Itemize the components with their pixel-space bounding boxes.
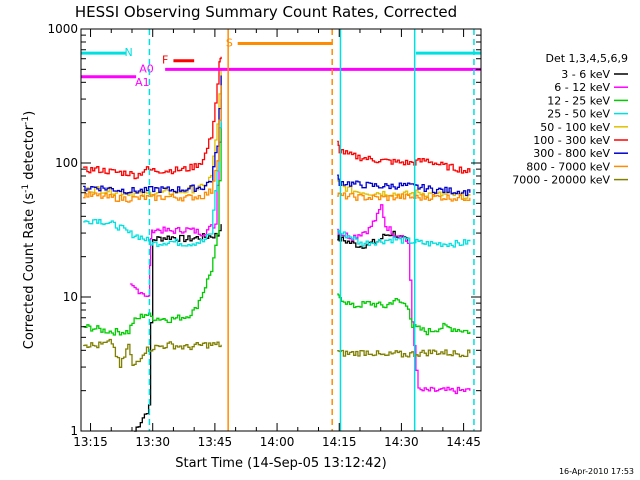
y-tick-label: 10 [63, 290, 78, 304]
axes: 13:15 13:30 13:45 14:00 14:15 14:30 14:45 1 10 10… [47, 22, 481, 449]
legend-entry-4: 25 - 50 keV [547, 108, 610, 121]
state-label-n: N [125, 46, 133, 59]
series-line-3 [337, 293, 471, 336]
legend-entry-8: 800 - 7000 keV [526, 160, 610, 173]
chart-title: HESSI Observing Summary Count Rates, Cor… [75, 3, 457, 21]
state-transition-lines [148, 29, 475, 431]
legend-entry-5: 50 - 100 keV [540, 121, 610, 134]
x-tick-label: 14:00 [260, 435, 295, 449]
y-tick-label: 1000 [47, 22, 78, 36]
series-line-7 [337, 174, 471, 197]
series-line-8 [337, 192, 471, 202]
series-line-9 [337, 349, 471, 358]
footer-date: 16-Apr-2010 17:53 [559, 467, 634, 476]
series-line-6 [337, 140, 471, 174]
y-axis-label: Corrected Count Rate (s-1 detector-1) [21, 111, 37, 349]
state-label-a1: A1 [135, 76, 150, 89]
series-layer [83, 56, 471, 432]
legend-entry-9: 7000 - 20000 keV [512, 174, 610, 187]
series-line-4 [337, 229, 471, 248]
x-tick-label: 13:45 [198, 435, 233, 449]
y-tick-label: 100 [55, 156, 78, 170]
state-label-s: S [226, 36, 233, 49]
series-line-1 [337, 230, 409, 249]
x-tick-label: 13:30 [135, 435, 170, 449]
series-line-1 [134, 224, 222, 432]
x-tick-label: 13:15 [73, 435, 108, 449]
series-line-2 [129, 99, 222, 297]
legend-entry-3: 12 - 25 keV [547, 94, 610, 107]
x-axis-label: Start Time (14-Sep-05 13:12:42) [175, 456, 386, 471]
series-line-9 [83, 338, 222, 368]
x-tick-label: 14:45 [446, 435, 481, 449]
legend-entry-6: 100 - 300 keV [533, 134, 610, 147]
x-tick-label: 14:30 [384, 435, 419, 449]
series-line-7 [83, 75, 222, 195]
state-label-f: F [162, 54, 168, 67]
series-line-3 [83, 122, 222, 336]
legend-entry-1: 3 - 6 keV [561, 68, 610, 81]
series-line-2 [337, 204, 471, 395]
state-label-a0: A0 [139, 62, 154, 75]
series-line-8 [83, 85, 222, 203]
legend-entry-2: 6 - 12 keV [554, 81, 610, 94]
series-line-4 [83, 90, 222, 248]
plot-frame [80, 28, 482, 432]
series-line-6 [83, 56, 222, 180]
y-tick-label: 1 [70, 424, 78, 438]
legend-title: Det 1,3,4,5,6,9 [545, 52, 628, 65]
series-line-5 [83, 69, 222, 198]
x-tick-label: 14:15 [322, 435, 357, 449]
legend-entry-7: 300 - 800 keV [533, 147, 610, 160]
